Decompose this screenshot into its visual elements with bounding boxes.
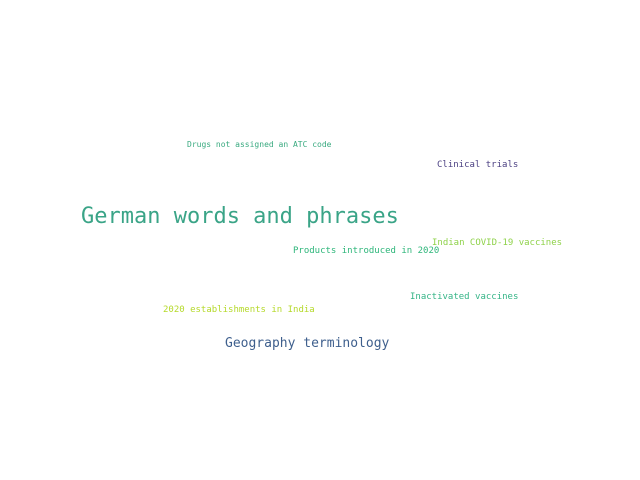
word-german-words-and-phrases: German words and phrases [81,204,399,229]
word-products-introduced-in-2020: Products introduced in 2020 [293,246,440,256]
word-inactivated-vaccines: Inactivated vaccines [410,292,519,302]
word-clinical-trials: Clinical trials [437,160,519,170]
word-drugs-not-assigned-atc-code: Drugs not assigned an ATC code [187,140,332,149]
word-indian-covid-19-vaccines: Indian COVID-19 vaccines [432,238,563,248]
word-geography-terminology: Geography terminology [225,336,390,351]
word-2020-establishments-in-india: 2020 establishments in India [163,305,315,315]
